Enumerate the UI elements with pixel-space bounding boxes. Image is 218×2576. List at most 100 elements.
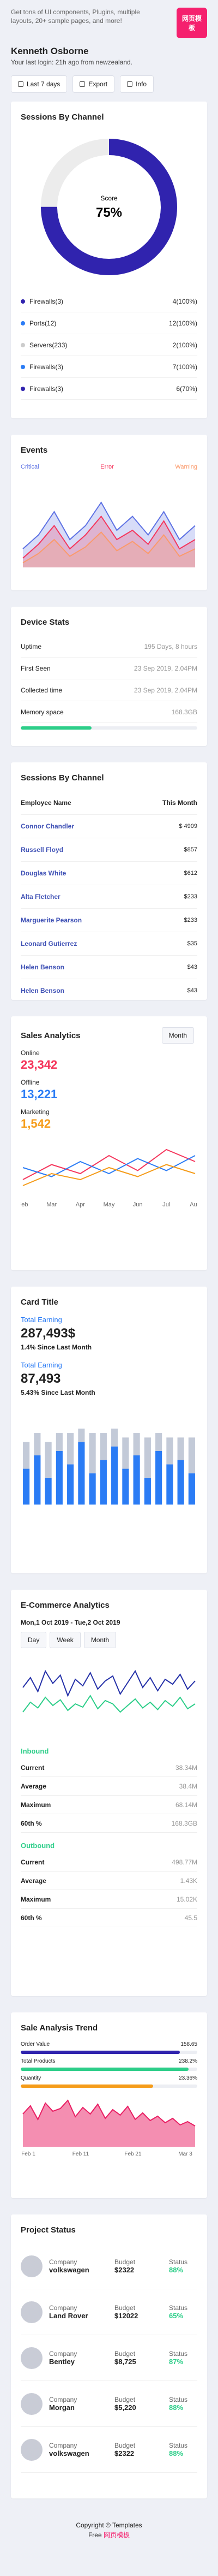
area (23, 502, 195, 567)
metric-label: 60th % (21, 1819, 42, 1827)
avatar (21, 2347, 43, 2369)
toolbar-button[interactable]: Info (120, 75, 154, 93)
x-label: Mar 3 (178, 2151, 192, 2157)
budget-label: Budget (114, 2258, 136, 2266)
chart (22, 1669, 196, 1713)
metric-value: 68.14M (175, 1801, 197, 1809)
toolbar: Last 7 days Export Info (0, 72, 218, 102)
metric-label: Average (21, 1782, 46, 1790)
employee-name[interactable]: Helen Benson (21, 987, 65, 994)
area (23, 2100, 195, 2147)
date-range[interactable]: Mon,1 Oct 2019 - Tue,2 Oct 2019 (21, 1619, 120, 1626)
table-row: Marguerite Pearson $233 (21, 909, 197, 932)
line (22, 1155, 196, 1177)
employee-name[interactable]: Douglas White (21, 869, 66, 877)
company: Company Land Rover (49, 2304, 114, 2320)
donut-label: 75% (96, 205, 122, 220)
legend-text: Ports(12) (29, 319, 57, 327)
legend-text: Firewalls(3) (29, 297, 64, 305)
pro-button[interactable]: 网页模板 (177, 8, 207, 38)
line (22, 1148, 196, 1180)
budget: Budget $5,220 (114, 2396, 169, 2412)
company-name: Morgan (49, 2403, 75, 2412)
metric-row: Average 38.4M (21, 1777, 197, 1796)
employee-name[interactable]: Leonard Gutierrez (21, 940, 77, 948)
line (22, 1164, 196, 1186)
progress-value: 158.65 (180, 2041, 197, 2047)
legend-item: Critical (21, 464, 39, 470)
budget: Budget $8,725 (114, 2350, 169, 2366)
header-cell: Employee Name (21, 799, 71, 807)
legend-name: Firewalls(3) (21, 363, 63, 371)
status: Status 88% (169, 2258, 187, 2274)
legend-row: Servers(233) 2(100%) (21, 334, 197, 356)
employee-name[interactable]: Helen Benson (21, 963, 65, 971)
bar (166, 1464, 173, 1505)
bar (188, 1437, 195, 1473)
employee-name[interactable]: Marguerite Pearson (21, 916, 82, 924)
employee-name[interactable]: Alta Fletcher (21, 893, 60, 901)
footer-line: Free 网页模板 (0, 2530, 218, 2540)
bar (56, 1450, 63, 1505)
icon (80, 81, 86, 87)
status-value: 65% (169, 2312, 184, 2320)
project-row: Company Bentley Budget $8,725 Status 87% (21, 2335, 197, 2381)
group-name: Inbound (21, 1747, 49, 1755)
x-label: Jun (133, 1201, 143, 1208)
amount: $43 (187, 987, 197, 994)
metric-row: Current 498.77M (21, 1853, 197, 1872)
tab[interactable]: Month (83, 1632, 117, 1648)
legend-dot (21, 299, 25, 304)
metric-row: Average 1.43K (21, 1872, 197, 1890)
toolbar-button[interactable]: Last 7 days (11, 75, 68, 93)
project-row: Company volkswagen Budget $2322 Status 88% (21, 2427, 197, 2473)
legend-dot (21, 321, 25, 325)
amount: $35 (187, 940, 197, 947)
group-name: Outbound (21, 1841, 55, 1850)
legend-dot (21, 342, 25, 347)
legend-dot (21, 386, 25, 391)
legend-row: Ports(12) 12(100%) (21, 312, 197, 334)
metric-label: 60th % (21, 1914, 42, 1922)
card-head: Sales Analytics Month (21, 1027, 197, 1044)
metric-value: 15.02K (176, 1895, 197, 1903)
legend-dot (21, 364, 25, 369)
progress-head: Quantity 23.36% (21, 2075, 197, 2081)
stat-name: Online (21, 1049, 40, 1057)
stat-value: 168.3GB (171, 708, 197, 716)
x-label: Aug (190, 1201, 197, 1208)
toolbar-button[interactable]: Export (72, 75, 115, 93)
metric-value: 38.34M (175, 1763, 197, 1772)
card: Events Critical Error Warning (11, 435, 207, 590)
status-label: Status (169, 2396, 188, 2403)
x-label: Feb 11 (72, 2151, 89, 2157)
footer-link[interactable]: 网页模板 (104, 2531, 130, 2539)
project-row: Company volkswagen Budget $2322 Status 88% (21, 2243, 197, 2289)
budget-value: $5,220 (114, 2403, 136, 2412)
card: Sales Analytics Month Online 23,342 Offline 1… (11, 1016, 207, 1270)
stat-value: 195 Days, 8 hours (144, 642, 197, 650)
status-value: 88% (169, 2403, 184, 2412)
amount: $233 (184, 917, 197, 923)
employee-name[interactable]: Connor Chandler (21, 822, 74, 830)
table-row: Alta Fletcher $233 (21, 885, 197, 909)
month-button[interactable]: Month (161, 1027, 194, 1044)
company-label: Company (49, 2396, 77, 2403)
chart (23, 1428, 195, 1505)
stat-value: 1,542 (21, 1117, 51, 1130)
chart: Feb 1 Feb 11 Feb 21 Mar 3 (21, 2099, 196, 2157)
table-row: Connor Chandler $ 4909 (21, 815, 197, 838)
card-title: Events (21, 446, 48, 455)
user-name: Kenneth Osborne (11, 46, 89, 56)
tab[interactable]: Day (21, 1632, 47, 1648)
budget-value: $2322 (114, 2266, 135, 2274)
legend-row: Firewalls(3) 4(100%) (21, 291, 197, 312)
card: Project Status Company volkswagen Budget $23… (11, 2214, 207, 2498)
tab[interactable]: Week (50, 1632, 81, 1648)
amount: $857 (184, 846, 197, 853)
metric-value: 45.5 (184, 1914, 197, 1922)
promo-text: Get tons of UI components, Plugins, mult… (11, 8, 140, 25)
amount: $612 (184, 870, 197, 877)
employee-name[interactable]: Russell Floyd (21, 846, 64, 854)
stat-row: Memory space 168.3GB (21, 701, 197, 723)
